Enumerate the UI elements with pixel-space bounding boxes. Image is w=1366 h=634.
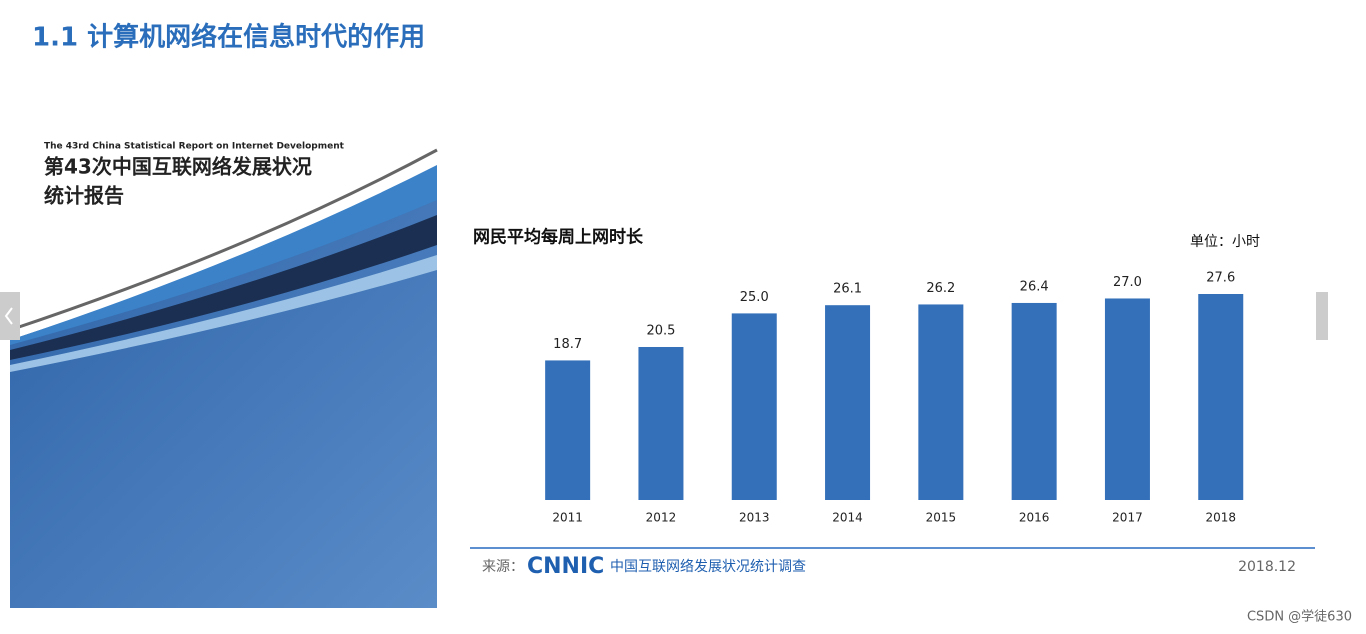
x-tick-label: 2018 xyxy=(1205,511,1236,525)
unit-label: 单位：小时 xyxy=(1190,234,1260,250)
bar xyxy=(1104,298,1150,500)
prev-button[interactable] xyxy=(0,292,20,340)
prev-icon xyxy=(4,307,13,325)
bar xyxy=(825,305,871,500)
chart-title: 网民平均每周上网时长 xyxy=(473,227,644,248)
source-date: 2018.12 xyxy=(1238,559,1296,575)
bar xyxy=(1198,294,1244,500)
value-label: 18.7 xyxy=(553,337,582,352)
source-prefix: 来源： xyxy=(482,559,524,575)
value-label: 20.5 xyxy=(646,323,675,338)
value-label: 26.1 xyxy=(833,282,862,297)
bar xyxy=(731,313,777,500)
x-tick-label: 2013 xyxy=(739,511,770,525)
value-label: 26.4 xyxy=(1020,279,1049,294)
x-tick-label: 2016 xyxy=(1019,511,1050,525)
next-button[interactable] xyxy=(1316,292,1328,340)
x-tick-label: 2011 xyxy=(552,511,583,525)
source-brand: CNNIC xyxy=(527,554,604,579)
bar xyxy=(638,346,684,500)
report-cover: The 43rd China Statistical Report on Int… xyxy=(9,68,438,608)
value-label: 26.2 xyxy=(926,281,955,296)
source-name: 中国互联网络发展状况统计调查 xyxy=(610,559,806,575)
page-title: 1.1 计算机网络在信息时代的作用 xyxy=(32,22,425,53)
cover-title: 第43次中国互联网络发展状况 xyxy=(44,155,312,179)
x-tick-label: 2012 xyxy=(646,511,677,525)
cover-english-title: The 43rd China Statistical Report on Int… xyxy=(44,142,345,152)
bar xyxy=(1011,302,1057,500)
bar xyxy=(918,304,964,500)
value-label: 27.6 xyxy=(1206,271,1235,286)
x-tick-label: 2014 xyxy=(832,511,863,525)
value-label: 25.0 xyxy=(740,290,769,305)
footer: CSDN @学徒630 xyxy=(1247,609,1352,625)
x-tick-label: 2015 xyxy=(926,511,957,525)
value-label: 27.0 xyxy=(1113,275,1142,290)
cover-title: 统计报告 xyxy=(44,184,124,208)
bar xyxy=(545,360,591,500)
x-tick-label: 2017 xyxy=(1112,511,1143,525)
